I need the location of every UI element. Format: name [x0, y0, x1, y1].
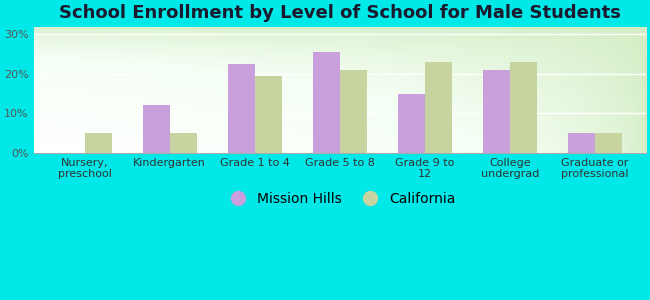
Bar	[398, 94, 425, 153]
Bar	[425, 62, 452, 153]
Bar	[170, 133, 197, 153]
Title: School Enrollment by Level of School for Male Students: School Enrollment by Level of School for…	[59, 4, 621, 22]
Bar	[340, 70, 367, 153]
Bar	[482, 70, 510, 153]
Bar	[567, 133, 595, 153]
Bar	[227, 64, 255, 153]
Bar	[595, 133, 622, 153]
Bar	[84, 133, 112, 153]
Bar	[142, 105, 170, 153]
Legend: Mission Hills, California: Mission Hills, California	[218, 186, 462, 211]
Bar	[313, 52, 340, 153]
Bar	[510, 62, 537, 153]
Bar	[255, 76, 282, 153]
